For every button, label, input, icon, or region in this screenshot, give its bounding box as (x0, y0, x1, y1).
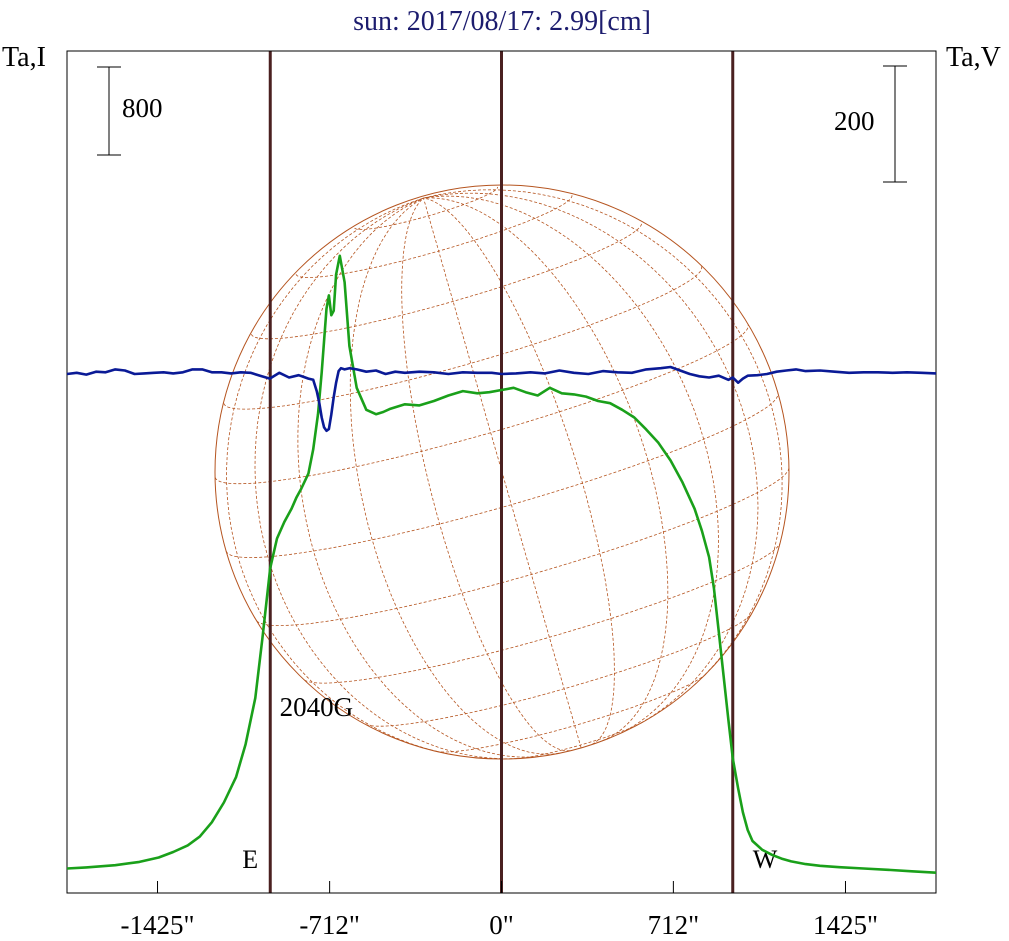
parallel-line (256, 468, 790, 626)
stokes-v-curve (66, 365, 937, 433)
parallel-line (304, 543, 781, 684)
data-series (66, 254, 937, 874)
x-tick-label: 712" (648, 910, 700, 940)
meridian-line (297, 197, 540, 758)
meridian-line (254, 197, 518, 760)
x-tick-label: -1425" (121, 910, 195, 940)
stokes-i-curve (66, 254, 937, 874)
meridian-line (423, 189, 783, 686)
right-axis-label: Ta,V (946, 42, 1001, 73)
parallel-line (251, 222, 643, 340)
meridian-line (423, 192, 759, 724)
x-tick-label: 1425" (813, 910, 878, 940)
x-tick-label: -712" (299, 910, 360, 940)
meridian-line (401, 197, 570, 752)
parallel-line (295, 195, 573, 278)
chart-title: sun: 2017/08/17: 2.99[cm] (353, 6, 651, 37)
meridian-line (423, 197, 669, 742)
meridian-line (349, 197, 560, 755)
left-axis-label: Ta,I (2, 42, 46, 73)
meridian-line (226, 197, 453, 755)
meridian-line (423, 197, 615, 745)
field-strength-annotation: 2040G (280, 692, 354, 722)
x-tick-label: 0" (489, 910, 514, 940)
parallel-line (515, 721, 643, 760)
meridian-line (423, 195, 719, 734)
parallel-line (214, 324, 749, 485)
meridian-line (423, 197, 582, 748)
parallel-line (223, 266, 703, 410)
east-limb-label: E (242, 845, 258, 874)
parallel-line (436, 673, 707, 753)
parallel-line (225, 392, 779, 558)
parallel-line (354, 186, 499, 230)
west-limb-label: W (753, 845, 778, 874)
left-scale-bar-label: 800 (122, 93, 163, 123)
x-axis-ticks: -1425" -712" 0" 712" 1425" (121, 881, 878, 940)
right-scale-bar-label: 200 (834, 106, 875, 136)
